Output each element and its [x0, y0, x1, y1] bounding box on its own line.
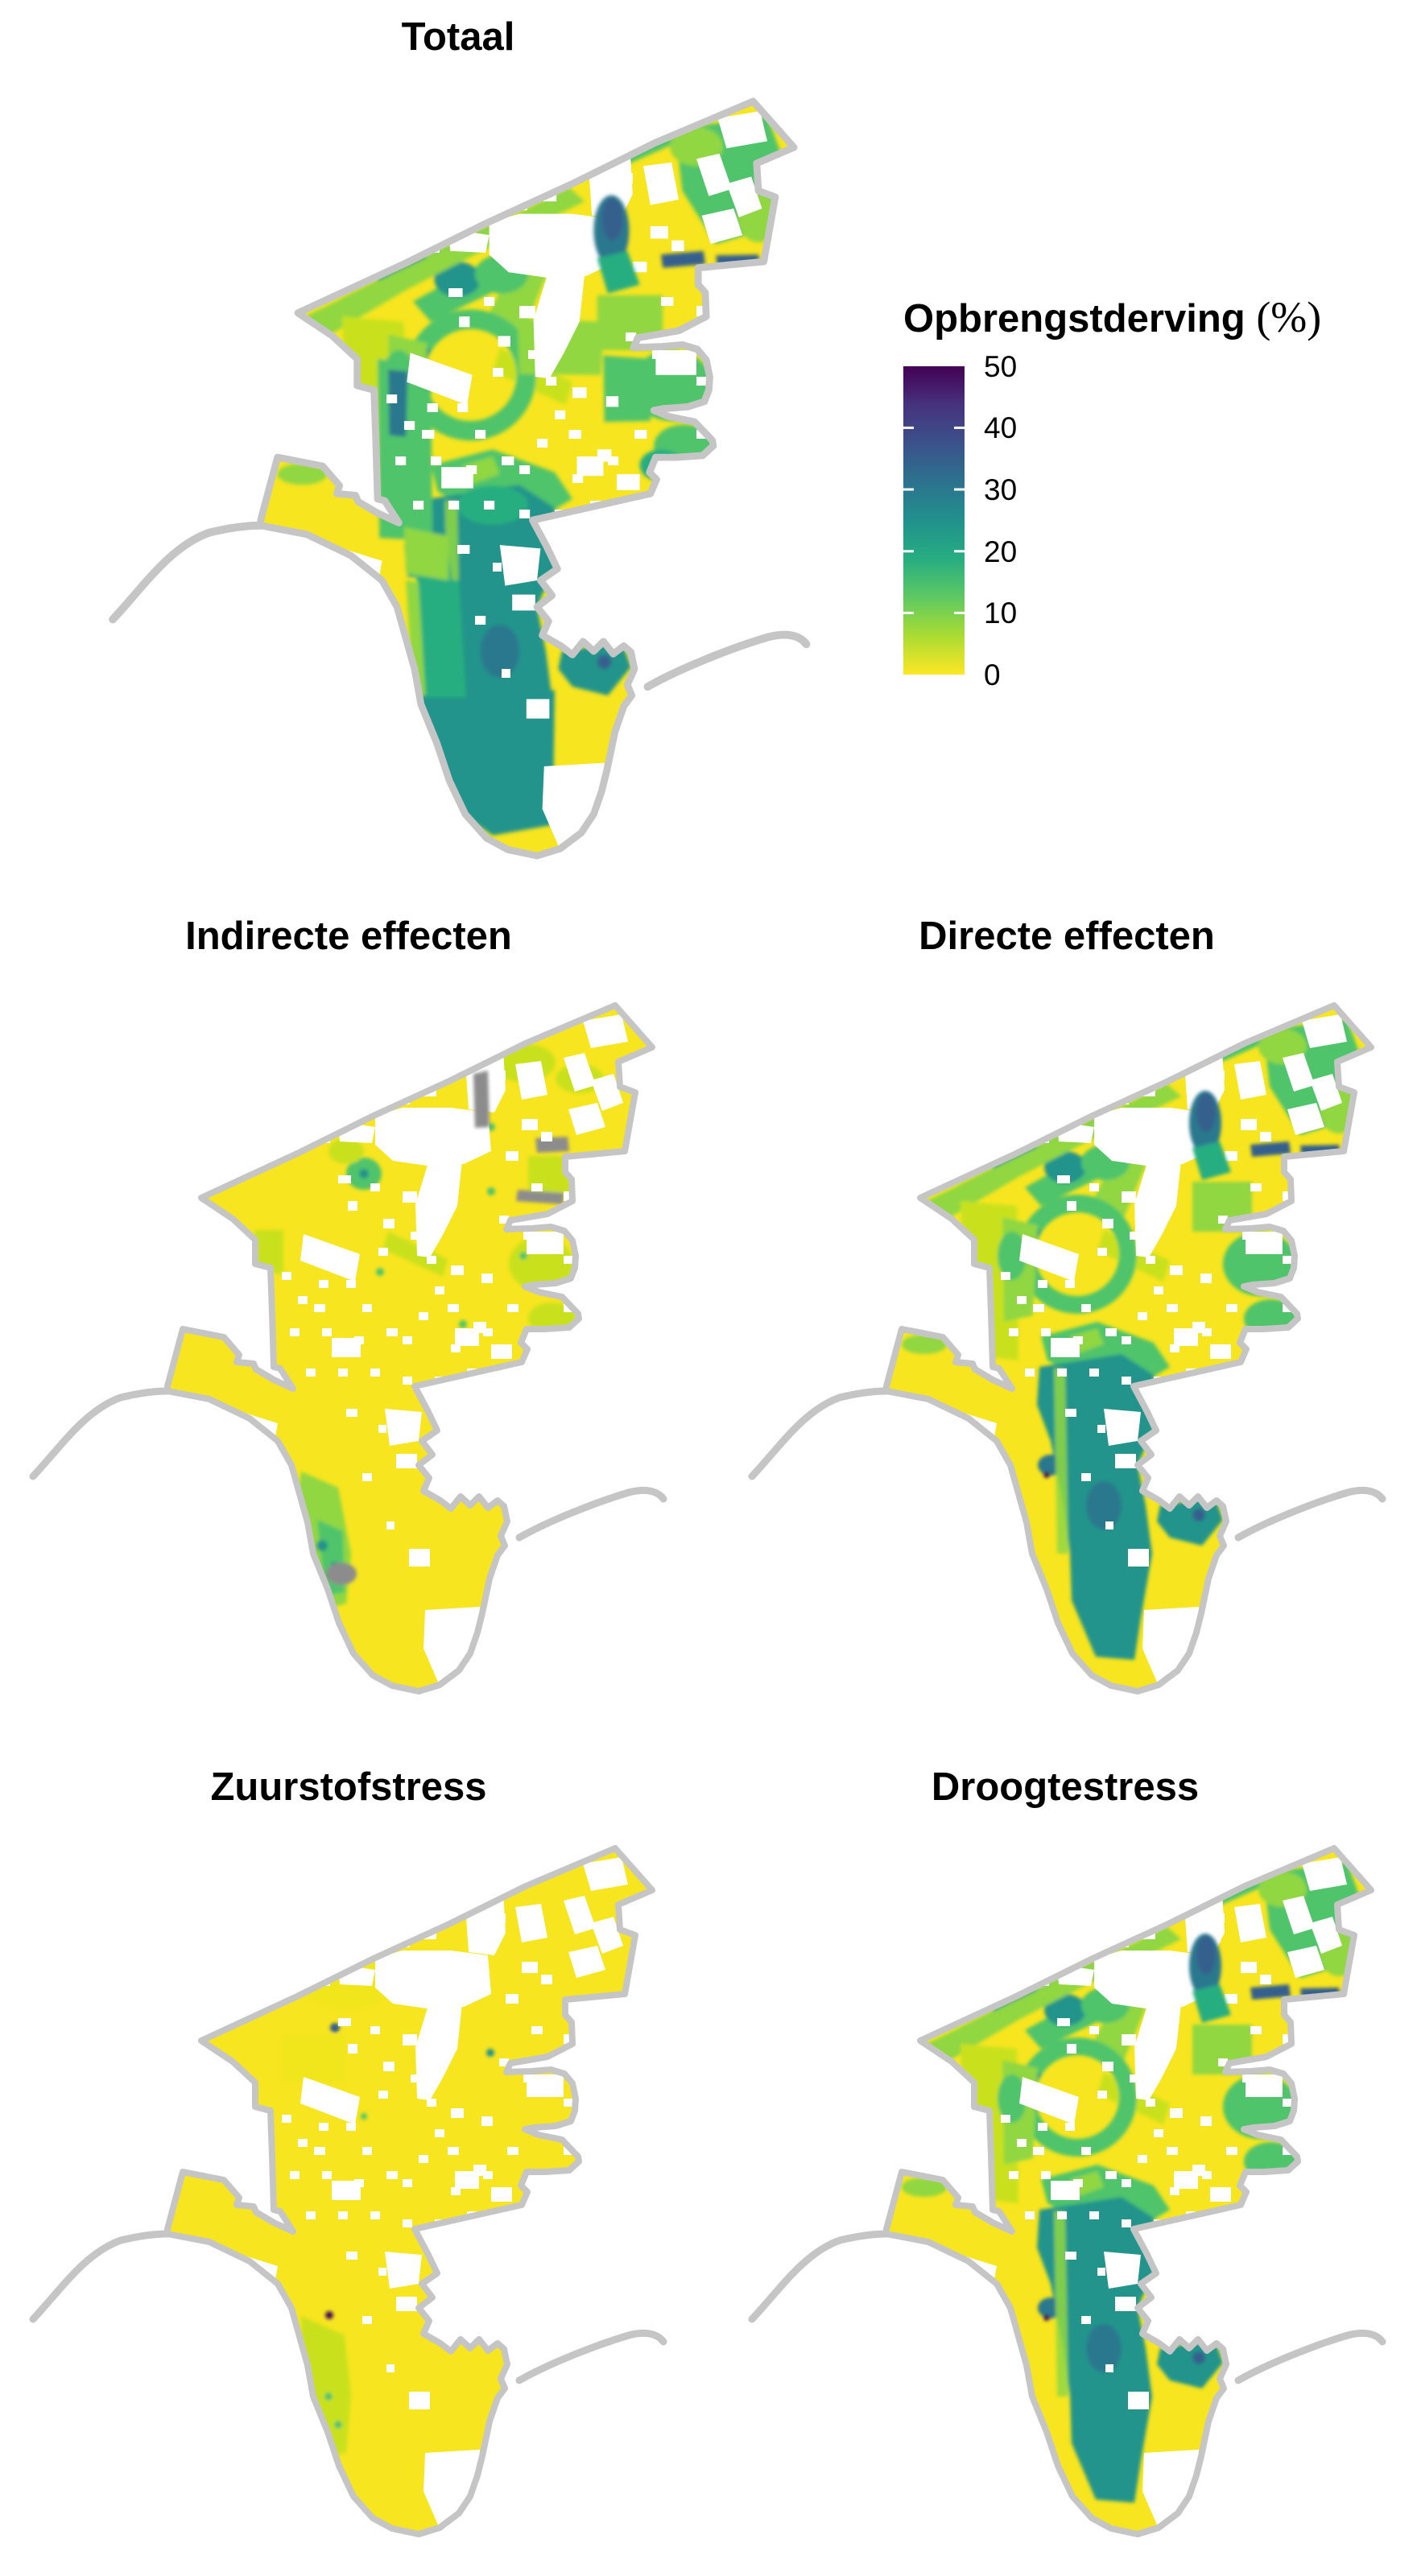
svg-text:Indirecte effecten: Indirecte effecten — [185, 914, 512, 958]
svg-text:40: 40 — [984, 411, 1017, 444]
svg-text:0: 0 — [984, 658, 1001, 691]
svg-text:Totaal: Totaal — [402, 15, 515, 59]
svg-text:Zuurstofstress: Zuurstofstress — [210, 1765, 486, 1809]
svg-text:Directe effecten: Directe effecten — [919, 914, 1215, 958]
svg-text:50: 50 — [984, 350, 1017, 383]
svg-text:10: 10 — [984, 597, 1017, 630]
svg-text:Droogtestress: Droogtestress — [932, 1765, 1199, 1809]
svg-text:Opbrengstderving (%): Opbrengstderving (%) — [903, 293, 1321, 341]
svg-text:30: 30 — [984, 473, 1017, 506]
svg-text:20: 20 — [984, 535, 1017, 568]
